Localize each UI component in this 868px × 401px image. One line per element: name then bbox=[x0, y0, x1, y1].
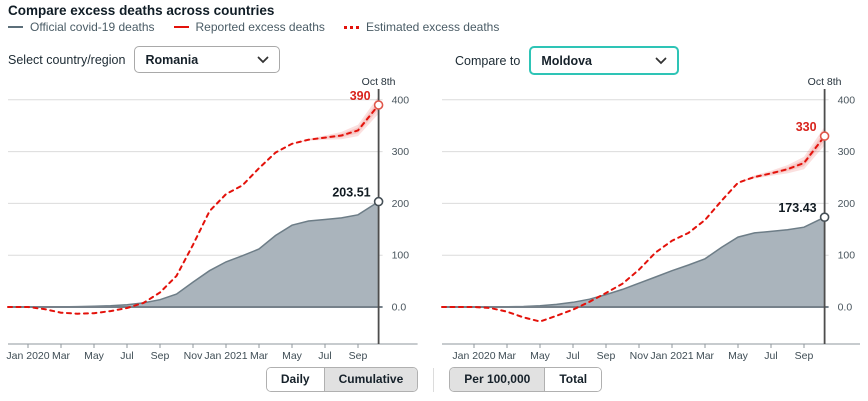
y-axis-label: 300 bbox=[392, 146, 410, 158]
y-axis-label: 0.0 bbox=[392, 302, 407, 314]
x-tick-label: Jul bbox=[120, 350, 133, 362]
estimated-end-value-label: 390 bbox=[350, 89, 371, 103]
x-tick-label: May bbox=[530, 350, 551, 362]
y-axis-label: 100 bbox=[838, 250, 856, 262]
estimated-excess-line bbox=[7, 104, 380, 315]
x-tick-label: Jul bbox=[764, 350, 777, 362]
daily-button[interactable]: Daily bbox=[266, 368, 324, 392]
total-button[interactable]: Total bbox=[544, 368, 602, 392]
country-select-value: Romania bbox=[145, 52, 199, 67]
x-tick-label: Sep bbox=[349, 350, 368, 362]
estimated-end-value-label: 330 bbox=[796, 120, 817, 134]
x-tick-label: Mar bbox=[696, 350, 715, 362]
compare-selector-row: Compare to Moldova bbox=[455, 46, 680, 75]
time-mode-toggle: Daily Cumulative bbox=[265, 367, 419, 393]
legend-label: Estimated excess deaths bbox=[365, 20, 500, 34]
y-axis-label: 300 bbox=[838, 146, 856, 158]
y-axis-label: 200 bbox=[392, 198, 410, 210]
chevron-down-icon bbox=[655, 57, 667, 64]
x-tick-label: Jan 2021 bbox=[650, 350, 693, 362]
legend-label: Reported excess deaths bbox=[195, 20, 325, 34]
compare-select-label: Compare to bbox=[455, 53, 521, 68]
compare-select-value: Moldova bbox=[541, 53, 593, 68]
official-deaths-area bbox=[442, 217, 825, 307]
legend-item-official: Official covid-19 deaths bbox=[8, 20, 155, 34]
x-tick-label: Mar bbox=[52, 350, 71, 362]
x-tick-label: May bbox=[728, 350, 749, 362]
x-tick-label: Sep bbox=[151, 350, 170, 362]
country-select-label: Select country/region bbox=[8, 52, 126, 67]
x-tick-label: Mar bbox=[250, 350, 269, 362]
per-100000-button[interactable]: Per 100,000 bbox=[450, 368, 545, 392]
official-end-value-label: 173.43 bbox=[778, 201, 816, 215]
page-title: Compare excess deaths across countries bbox=[8, 3, 275, 18]
legend-item-estimated: Estimated excess deaths bbox=[343, 20, 500, 34]
y-axis-label: 400 bbox=[838, 94, 856, 106]
official-end-marker bbox=[819, 212, 830, 222]
x-tick-label: May bbox=[84, 350, 105, 362]
x-tick-label: May bbox=[282, 350, 303, 362]
date-annotation: Oct 8th bbox=[808, 76, 842, 88]
estimated-end-marker bbox=[373, 100, 384, 110]
x-tick-label: Jan 2020 bbox=[452, 350, 495, 362]
official-end-marker bbox=[373, 196, 384, 207]
x-tick-label: Jul bbox=[566, 350, 579, 362]
x-tick-label: Sep bbox=[597, 350, 616, 362]
cumulative-button[interactable]: Cumulative bbox=[323, 368, 418, 392]
date-annotation: Oct 8th bbox=[362, 76, 396, 88]
view-toggles: Daily Cumulative Per 100,000 Total bbox=[0, 367, 868, 393]
country-selector-row: Select country/region Romania bbox=[8, 46, 281, 73]
red-dotted-swatch-icon bbox=[343, 25, 359, 29]
compare-select[interactable]: Moldova bbox=[529, 46, 680, 75]
toggle-divider bbox=[433, 367, 435, 392]
x-tick-label: Nov bbox=[184, 350, 203, 362]
x-tick-label: Nov bbox=[630, 350, 649, 362]
y-axis-label: 400 bbox=[392, 94, 410, 106]
country-select[interactable]: Romania bbox=[134, 46, 281, 73]
y-axis-label: 100 bbox=[392, 250, 410, 262]
official-deaths-area bbox=[8, 201, 379, 307]
red-line-swatch-icon bbox=[173, 26, 189, 28]
chart-legend: Official covid-19 deaths Reported excess… bbox=[8, 20, 499, 34]
legend-item-reported: Reported excess deaths bbox=[173, 20, 325, 34]
x-tick-label: Sep bbox=[795, 350, 814, 362]
y-axis-label: 0.0 bbox=[838, 302, 853, 314]
estimated-end-marker bbox=[819, 131, 830, 141]
scale-mode-toggle: Per 100,000 Total bbox=[449, 367, 603, 393]
x-tick-label: Jan 2021 bbox=[204, 350, 247, 362]
x-tick-label: Jul bbox=[318, 350, 331, 362]
x-tick-label: Jan 2020 bbox=[6, 350, 49, 362]
y-axis-label: 200 bbox=[838, 198, 856, 210]
official-end-value-label: 203.51 bbox=[332, 186, 370, 200]
gray-line-swatch-icon bbox=[8, 26, 23, 28]
x-tick-label: Mar bbox=[498, 350, 517, 362]
chevron-down-icon bbox=[258, 56, 269, 63]
estimated-excess-line bbox=[441, 135, 826, 323]
legend-label: Official covid-19 deaths bbox=[30, 20, 155, 34]
